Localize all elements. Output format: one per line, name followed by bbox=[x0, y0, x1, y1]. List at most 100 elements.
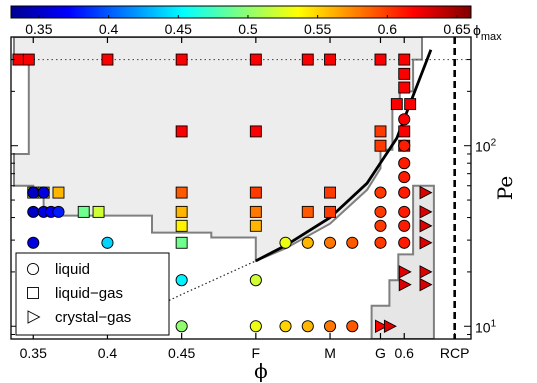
data-point-square bbox=[92, 205, 105, 218]
data-point-circle bbox=[398, 171, 411, 184]
data-point-square bbox=[101, 53, 114, 66]
data-point-circle bbox=[249, 274, 262, 287]
colorbar-max-label: ϕmax bbox=[473, 22, 502, 43]
colorbar-tick-label: 0.5 bbox=[238, 21, 258, 37]
data-point-triangle bbox=[375, 319, 388, 333]
data-point-circle bbox=[398, 219, 411, 232]
data-point-circle bbox=[323, 236, 337, 249]
data-point-square bbox=[404, 98, 417, 111]
data-point-square bbox=[301, 205, 314, 218]
legend-label: liquid−gas bbox=[55, 285, 123, 302]
data-point-circle bbox=[398, 236, 411, 249]
data-point-circle bbox=[249, 320, 262, 333]
colorbar-tick-label: 0.45 bbox=[165, 21, 192, 37]
data-point-square bbox=[324, 53, 336, 66]
data-point-circle bbox=[323, 320, 337, 333]
data-point-square bbox=[398, 53, 411, 66]
colorbar-tick-label: 0.35 bbox=[25, 21, 52, 37]
data-point-square bbox=[249, 125, 262, 138]
data-point-square bbox=[175, 53, 188, 66]
colorbar-gradient bbox=[10, 5, 472, 19]
data-point-circle bbox=[27, 186, 40, 199]
data-point-triangle bbox=[398, 277, 412, 292]
y-tick-label: 102 bbox=[475, 138, 497, 155]
data-point-circle bbox=[52, 205, 65, 218]
data-point-circle bbox=[279, 236, 292, 249]
data-point-square bbox=[301, 53, 314, 66]
data-point-triangle bbox=[419, 205, 433, 219]
y-tick-label: 101 bbox=[475, 318, 497, 335]
data-point-triangle bbox=[419, 265, 433, 279]
data-point-triangle bbox=[383, 319, 397, 333]
data-point-circle bbox=[374, 219, 387, 232]
data-point-square bbox=[398, 67, 411, 80]
data-point-triangle bbox=[419, 185, 433, 200]
data-point-circle bbox=[398, 205, 411, 218]
colorbar: 0.35 0.4 0.45 0.5 0.55 0.6 0.65 ϕmax bbox=[10, 5, 502, 43]
x-tick-label: 0.4 bbox=[98, 345, 118, 361]
data-point-square bbox=[249, 186, 262, 199]
data-point-circle bbox=[374, 205, 387, 218]
data-point-circle bbox=[346, 236, 359, 249]
data-point-triangle bbox=[419, 236, 433, 250]
data-point-square bbox=[374, 53, 387, 66]
data-point-square bbox=[324, 186, 336, 199]
data-point-circle bbox=[301, 236, 314, 249]
data-point-circle bbox=[398, 186, 411, 199]
data-point-circle bbox=[374, 186, 387, 199]
y-axis-title: Pe bbox=[493, 176, 517, 200]
legend-box bbox=[15, 252, 170, 336]
data-point-circle bbox=[346, 320, 359, 333]
data-point-circle bbox=[175, 320, 188, 333]
data-point-square bbox=[175, 186, 188, 199]
colorbar-max-symbol: ϕ bbox=[473, 22, 481, 38]
x-tick-label: G bbox=[375, 345, 386, 361]
x-axis-ticks: 0.35 0.4 0.45 F M G 0.6 RCP bbox=[20, 37, 470, 361]
crystal-gas-region bbox=[370, 184, 435, 339]
colorbar-tick-label: 0.65 bbox=[443, 21, 470, 37]
data-point-square bbox=[374, 139, 387, 152]
legend-label: liquid bbox=[55, 261, 90, 278]
data-point-circle bbox=[301, 320, 314, 333]
legend-marker-square bbox=[27, 287, 39, 299]
data-point-square bbox=[398, 125, 411, 138]
colorbar-tick-label: 0.4 bbox=[99, 21, 119, 37]
data-point-square bbox=[77, 205, 90, 218]
data-point-square bbox=[249, 53, 262, 66]
data-point-circle bbox=[374, 236, 387, 249]
data-point-square bbox=[324, 205, 336, 218]
data-point-circle bbox=[101, 236, 114, 249]
data-point-square bbox=[390, 98, 403, 111]
data-point-square bbox=[22, 53, 35, 66]
data-point-square bbox=[175, 205, 188, 218]
data-point-circle bbox=[37, 186, 50, 199]
data-point-triangle bbox=[419, 219, 433, 233]
colorbar-max-subscript: max bbox=[481, 31, 502, 43]
x-tick-label: M bbox=[324, 345, 336, 361]
legend-marker-circle bbox=[26, 262, 40, 276]
phase-regions bbox=[13, 37, 435, 339]
x-tick-label: RCP bbox=[440, 345, 470, 361]
data-point-circle bbox=[398, 113, 411, 126]
data-point-circle bbox=[27, 236, 40, 249]
x-tick-label: F bbox=[252, 345, 261, 361]
data-point-triangle bbox=[398, 265, 412, 279]
data-point-square bbox=[249, 205, 262, 218]
legend: liquid liquid−gas crystal−gas bbox=[15, 252, 170, 336]
legend-entries: liquid liquid−gas crystal−gas bbox=[26, 261, 131, 326]
plot-frame bbox=[10, 36, 472, 340]
data-point-square bbox=[398, 81, 411, 94]
data-point-triangle bbox=[419, 277, 433, 292]
legend-label: crystal−gas bbox=[55, 309, 131, 326]
data-point-square bbox=[374, 125, 387, 138]
x-tick-label: 0.6 bbox=[394, 345, 414, 361]
data-point-circle bbox=[279, 320, 292, 333]
data-point-square bbox=[175, 219, 188, 232]
colorbar-tick-label: 0.55 bbox=[304, 21, 331, 37]
data-point-square bbox=[52, 186, 65, 199]
x-tick-label: 0.35 bbox=[20, 345, 47, 361]
legend-marker-triangle bbox=[27, 310, 41, 324]
y-axis-ticks: 101 102 bbox=[11, 36, 497, 335]
data-point-square bbox=[175, 236, 188, 249]
